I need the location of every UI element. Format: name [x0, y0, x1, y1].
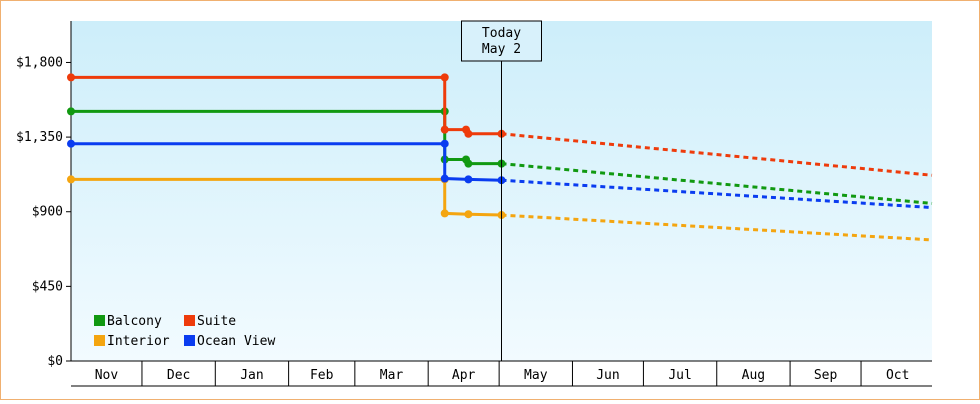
history-line	[71, 75, 502, 136]
legend-swatch	[184, 335, 195, 346]
today-label: Today	[482, 26, 521, 41]
y-axis: $0 $450 $900 $1,350 $1,800	[16, 21, 72, 369]
month-label: Feb	[310, 368, 334, 383]
history-line	[71, 109, 502, 166]
month-label: Jul	[668, 368, 691, 383]
legend-swatch	[94, 335, 105, 346]
series-balcony	[67, 107, 933, 205]
series-ocean-view	[67, 139, 933, 210]
projection-line	[501, 162, 933, 205]
data-point	[464, 175, 473, 184]
data-point	[464, 210, 473, 219]
y-tick-label: $0	[47, 354, 63, 369]
x-axis: Nov Dec Jan Feb Mar Apr May Jun Jul Aug Sep Oct	[71, 360, 932, 387]
projection-line	[501, 132, 933, 177]
data-point	[67, 73, 75, 82]
y-tick-label: $1,350	[16, 130, 63, 145]
month-label: Apr	[452, 368, 476, 383]
series-suite	[67, 73, 933, 177]
legend-swatch	[184, 315, 195, 326]
legend-label: Suite	[197, 314, 236, 329]
legend-swatch	[94, 315, 105, 326]
data-point	[440, 139, 449, 148]
legend-item: Balcony	[94, 314, 162, 329]
data-point	[67, 107, 75, 116]
month-label: Nov	[95, 368, 119, 383]
month-label: Jun	[596, 368, 619, 383]
legend-item: Suite	[184, 314, 236, 329]
month-label: Aug	[742, 368, 765, 383]
month-label: May	[524, 368, 548, 383]
series-group	[67, 73, 933, 242]
data-point	[440, 174, 449, 183]
legend-item: Ocean View	[184, 334, 275, 349]
data-point	[464, 159, 473, 168]
month-label: Jan	[240, 368, 263, 383]
data-point	[67, 139, 75, 148]
today-date-label: May 2	[482, 42, 521, 57]
y-tick-label: $900	[32, 205, 63, 220]
data-point	[440, 125, 449, 134]
legend-label: Balcony	[107, 314, 162, 329]
y-tick-label: $450	[32, 279, 63, 294]
data-point	[67, 175, 75, 184]
month-label: Sep	[814, 368, 838, 383]
month-label: Dec	[167, 368, 190, 383]
data-point	[440, 73, 449, 82]
month-label: Mar	[380, 368, 404, 383]
data-point	[440, 209, 449, 218]
legend-item: Interior	[94, 334, 170, 349]
y-tick-label: $1,800	[16, 55, 63, 70]
legend: Balcony Suite Interior Ocean View	[94, 314, 275, 349]
data-point	[464, 129, 473, 138]
month-label: Oct	[886, 368, 909, 383]
legend-label: Interior	[107, 334, 170, 349]
legend-label: Ocean View	[197, 334, 275, 349]
today-box	[461, 20, 542, 62]
